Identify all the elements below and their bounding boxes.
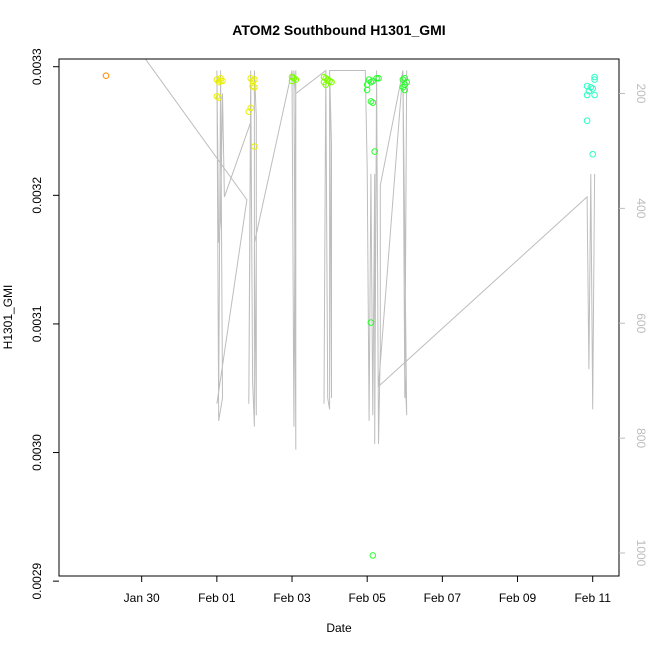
y2-tick-label: 800 <box>634 428 648 448</box>
data-point <box>217 77 224 85</box>
plot-frame <box>58 58 620 577</box>
data-point <box>328 78 335 86</box>
data-point <box>251 143 258 150</box>
data-point <box>373 75 380 82</box>
data-point <box>369 552 377 559</box>
y-tick-label: 0.0029 <box>30 562 44 599</box>
data-point <box>249 82 256 90</box>
data-point <box>583 91 591 99</box>
x-axis: Jan 30 Feb 01 Feb 03 Feb 05 Feb 07 Feb 09 Feb … <box>124 576 611 605</box>
y2-tick-label: 200 <box>634 83 648 103</box>
data-point <box>102 72 110 79</box>
data-point <box>401 75 409 82</box>
data-point <box>401 81 409 88</box>
data-point <box>215 94 222 101</box>
data-points-layer <box>102 72 598 559</box>
y-tick-label: 0.0031 <box>30 305 44 342</box>
x-tick-label: Feb 03 <box>273 591 311 605</box>
data-point <box>288 77 296 85</box>
y-tick-label: 0.0032 <box>30 177 44 214</box>
data-point <box>589 85 597 92</box>
data-point <box>589 150 597 158</box>
data-point <box>251 84 258 91</box>
y2-tick-label: 1000 <box>634 540 648 567</box>
data-point <box>292 76 300 83</box>
data-point <box>320 78 328 86</box>
x-tick-label: Feb 11 <box>574 591 611 605</box>
y-tick-label: 0.0033 <box>30 48 44 85</box>
data-point <box>591 91 598 99</box>
x-tick-label: Feb 01 <box>198 591 236 605</box>
data-point <box>591 73 598 81</box>
y2-tick-label: 600 <box>634 313 648 333</box>
data-point <box>587 84 595 91</box>
data-point <box>247 104 254 112</box>
data-point <box>245 108 253 115</box>
data-point <box>375 75 382 82</box>
data-point <box>583 117 591 124</box>
y-tick-label: 0.0030 <box>30 434 44 471</box>
y2-axis: 200 400 600 800 1000 <box>619 83 648 567</box>
data-point <box>219 77 226 85</box>
pressure-trace-layer <box>104 58 596 450</box>
pressure-trace-line <box>104 58 596 450</box>
data-point <box>369 99 377 106</box>
x-tick-label: Jan 30 <box>124 591 160 605</box>
data-point <box>213 93 221 100</box>
data-point <box>367 98 375 105</box>
x-axis-label: Date <box>326 621 352 635</box>
data-point <box>371 148 379 155</box>
data-point <box>367 319 375 326</box>
x-tick-label: Feb 09 <box>499 591 537 605</box>
x-tick-label: Feb 05 <box>349 591 387 605</box>
data-point <box>591 76 598 83</box>
y-axis: 0.0029 0.0030 0.0031 0.0032 0.0033 <box>30 48 59 599</box>
data-point <box>363 86 371 94</box>
data-point <box>251 76 258 83</box>
y-axis-label: H1301_GMI <box>1 285 15 350</box>
chart-title: ATOM2 Southbound H1301_GMI <box>232 22 445 38</box>
y2-tick-label: 400 <box>634 198 648 218</box>
x-tick-label: Feb 07 <box>424 591 462 605</box>
